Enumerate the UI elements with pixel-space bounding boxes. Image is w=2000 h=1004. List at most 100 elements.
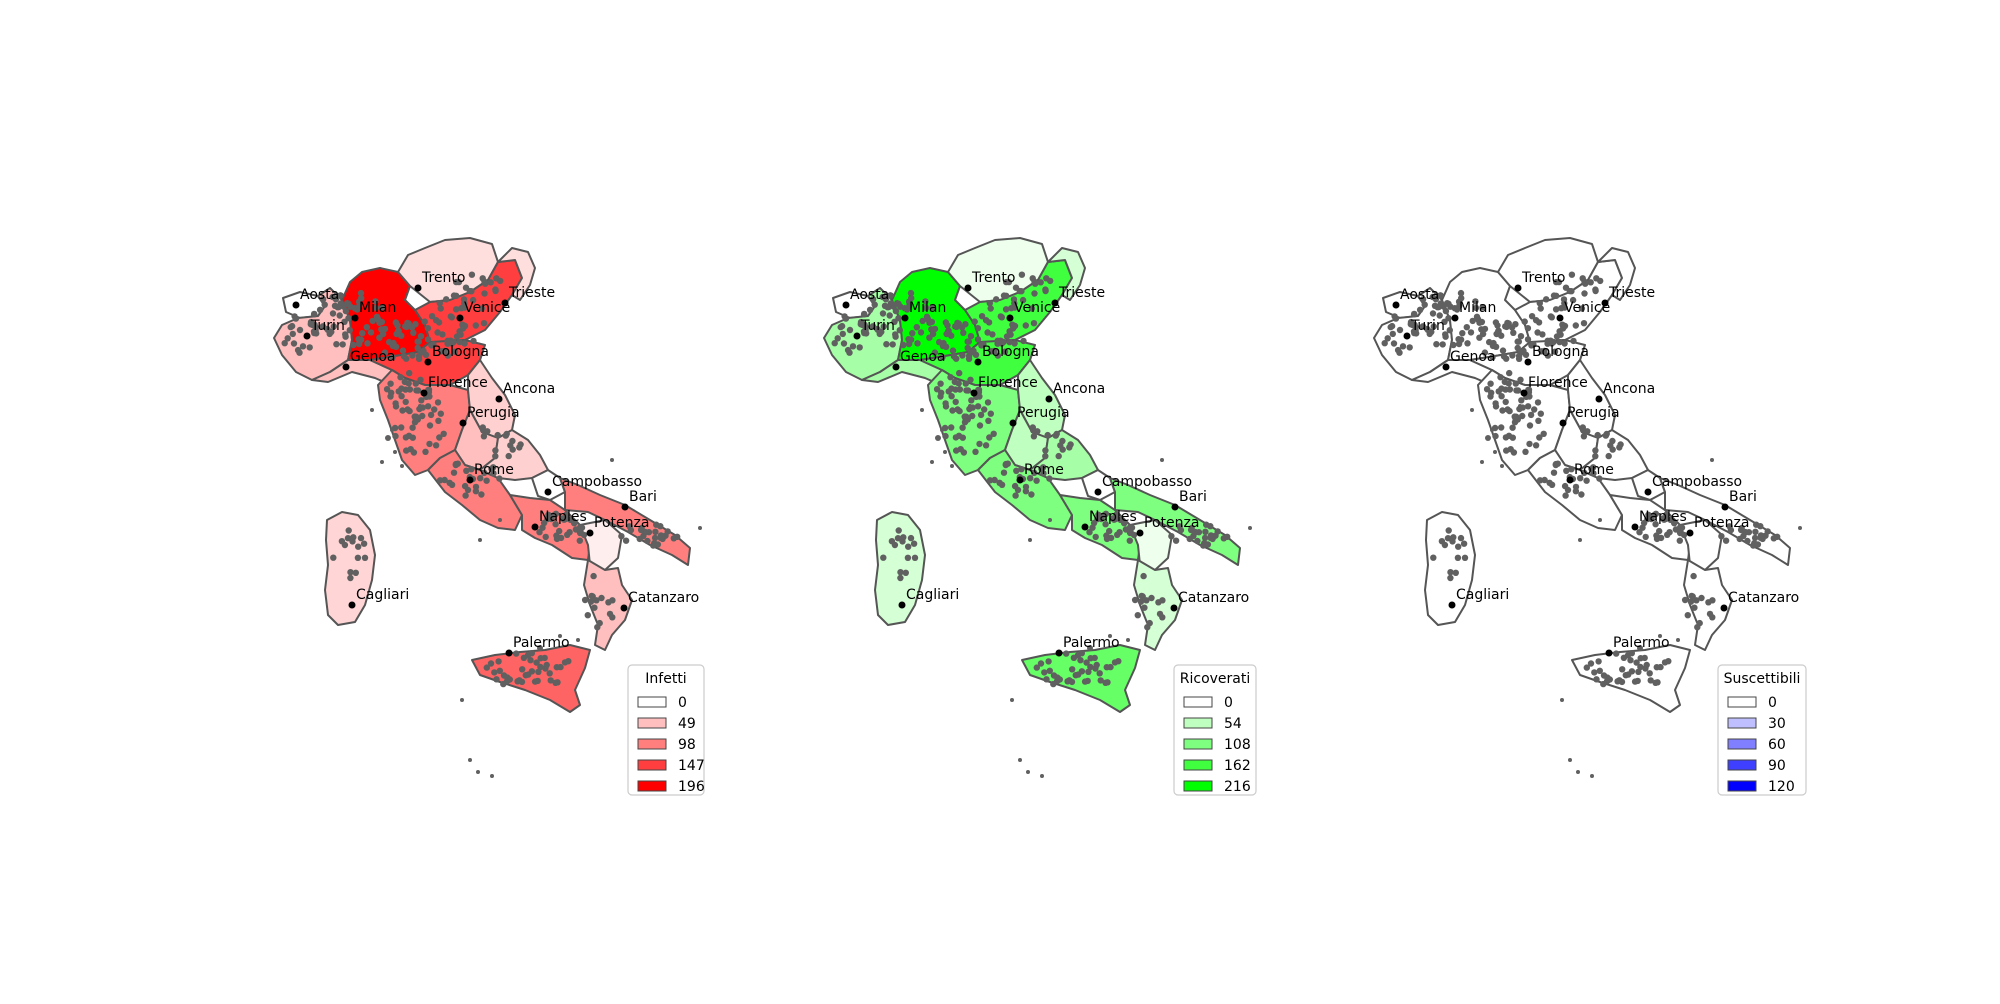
- municipality-dot: [1200, 542, 1207, 549]
- municipality-dot: [524, 652, 532, 659]
- municipality-dot: [605, 599, 612, 606]
- municipality-dot: [415, 355, 423, 362]
- municipality-dot: [1069, 666, 1076, 673]
- municipality-dot: [970, 347, 977, 355]
- city-label: Naples: [539, 509, 587, 525]
- municipality-dot: [905, 543, 912, 550]
- municipality-dot: [955, 320, 962, 327]
- municipality-dot: [636, 535, 643, 543]
- municipality-dot: [1566, 287, 1573, 295]
- city-label: Catanzaro: [1728, 590, 1799, 606]
- municipality-dot: [1560, 296, 1568, 303]
- municipality-dot: [552, 679, 559, 686]
- municipality-dot: [952, 398, 959, 406]
- municipality-dot: [319, 323, 327, 330]
- municipality-dot: [942, 319, 950, 326]
- legend-infetti: Infetti 0 49 98 147 196: [627, 664, 705, 796]
- municipality-dot: [1436, 312, 1443, 319]
- municipality-dot: [383, 386, 391, 393]
- municipality-dot: [945, 388, 952, 395]
- municipality-dot: [949, 407, 956, 414]
- municipality-dot: [1122, 526, 1130, 533]
- municipality-dot: [378, 326, 385, 333]
- municipality-dot: [1172, 537, 1180, 544]
- municipality-dot: [352, 569, 359, 576]
- municipality-dot: [1646, 670, 1653, 677]
- municipality-dot: [339, 341, 346, 348]
- legend-swatch: [1183, 759, 1213, 771]
- municipality-dots: [1381, 271, 1781, 688]
- municipality-dot: [1524, 403, 1532, 410]
- municipality-dot: [1469, 317, 1476, 325]
- municipality-dot: [1001, 348, 1009, 355]
- legend-label: 98: [678, 737, 696, 753]
- municipality-dot: [869, 296, 877, 303]
- municipality-dot: [1498, 424, 1505, 431]
- municipality-dot: [1467, 329, 1475, 336]
- municipality-dot: [892, 331, 899, 338]
- island-dot: [1500, 464, 1504, 468]
- municipality-dot: [1419, 323, 1427, 330]
- municipality-dot: [997, 313, 1004, 320]
- municipality-dot: [1512, 321, 1519, 328]
- municipality-dot: [1008, 305, 1015, 312]
- municipality-dot: [984, 329, 991, 336]
- city-label: Palermo: [513, 635, 570, 651]
- municipality-dot: [1186, 535, 1193, 543]
- city-marker: [544, 488, 552, 496]
- municipality-dot: [1489, 354, 1496, 361]
- municipality-dot: [1121, 520, 1128, 527]
- municipality-dot: [1672, 526, 1680, 533]
- city-marker: [1686, 529, 1694, 537]
- municipality-dot: [1506, 369, 1513, 377]
- municipality-dot: [897, 574, 904, 582]
- municipality-dot: [1637, 663, 1644, 671]
- municipality-dot: [886, 312, 893, 319]
- city-marker: [531, 523, 539, 531]
- municipality-dot: [1534, 399, 1542, 406]
- municipality-dot: [1518, 397, 1525, 404]
- municipality-dot: [1440, 303, 1447, 310]
- legend-swatch: [1727, 780, 1757, 792]
- island-dot: [1568, 758, 1572, 762]
- island-dot: [370, 408, 374, 412]
- municipality-dot: [598, 594, 605, 602]
- city-label: Florence: [428, 375, 488, 391]
- island-dot: [1493, 450, 1497, 454]
- municipality-dot: [1464, 340, 1471, 347]
- municipality-dot: [1000, 338, 1007, 346]
- city-label: Campobasso: [1652, 474, 1742, 490]
- legend-swatch: [1183, 780, 1213, 792]
- municipality-dot: [1556, 338, 1563, 346]
- municipality-dot: [572, 526, 580, 533]
- municipality-dot: [1031, 469, 1038, 476]
- city-label: Venice: [1014, 300, 1060, 316]
- city-marker: [1171, 503, 1179, 511]
- municipality-dot: [1445, 527, 1452, 534]
- municipality-dot: [1084, 677, 1091, 685]
- municipality-dot: [519, 666, 526, 673]
- municipality-dot: [939, 354, 946, 361]
- municipality-dot: [965, 355, 973, 362]
- municipality-dot: [1387, 323, 1394, 331]
- municipality-dot: [367, 329, 375, 336]
- municipality-dot: [986, 300, 993, 307]
- city-marker: [351, 314, 359, 322]
- municipality-dot: [1030, 433, 1038, 440]
- city-label: Trento: [421, 270, 465, 286]
- municipality-dot: [1391, 313, 1398, 320]
- municipality-dot: [1042, 287, 1049, 295]
- municipality-dot: [1495, 327, 1502, 334]
- legend-label: 30: [1768, 716, 1786, 732]
- municipality-dot: [347, 569, 354, 576]
- municipality-dot: [956, 386, 964, 393]
- legend-swatch: [1183, 696, 1213, 708]
- legend-swatch: [1727, 696, 1757, 708]
- municipality-dot: [543, 661, 550, 669]
- municipality-dot: [468, 271, 476, 278]
- city-label: Milan: [1459, 300, 1496, 316]
- legend-title: Suscettibili: [1724, 671, 1801, 687]
- municipality-dot: [426, 422, 434, 429]
- municipality-dot: [1517, 333, 1525, 340]
- municipality-dot: [1031, 278, 1038, 285]
